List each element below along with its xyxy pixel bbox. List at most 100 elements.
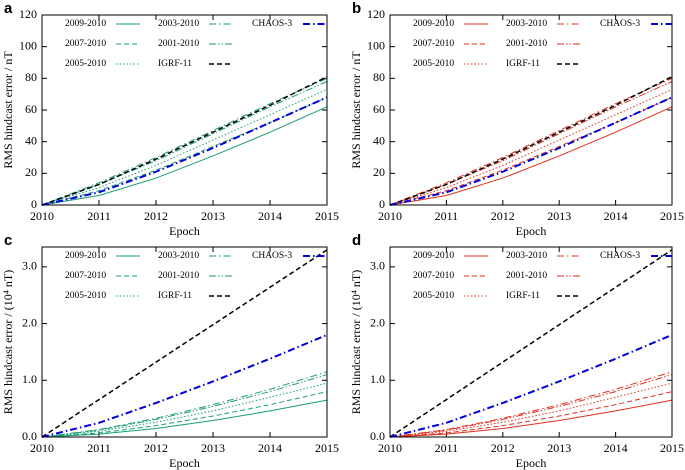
legend-label: 2005-2010 (413, 59, 454, 69)
series-line (389, 391, 673, 438)
x-tick-label: 2015 (315, 209, 339, 223)
x-axis-label: Epoch (516, 224, 547, 238)
series-line (41, 106, 328, 206)
y-tick-label: 80 (373, 70, 385, 84)
plot-frame (389, 14, 673, 206)
legend-label: 2009-2010 (413, 19, 454, 29)
y-tick-label: 0.0 (370, 429, 385, 443)
legend-label: 2007-2010 (65, 271, 106, 281)
x-tick-label: 2012 (144, 441, 168, 455)
series-line (389, 81, 673, 206)
legend-label: 2007-2010 (413, 39, 454, 49)
y-tick-label: 40 (373, 133, 385, 147)
x-tick-label: 2012 (144, 209, 168, 223)
x-tick-label: 2014 (258, 209, 282, 223)
x-tick-label: 2010 (30, 441, 54, 455)
legend-label: 2001-2010 (158, 39, 199, 49)
legend-label: 2001-2010 (506, 39, 547, 49)
plot-frame (389, 246, 673, 438)
x-tick-label: 2014 (604, 209, 628, 223)
legend-label: 2003-2010 (506, 251, 547, 261)
x-tick-label: 2011 (87, 209, 111, 223)
series-line (41, 88, 328, 206)
panel-label: a (4, 0, 13, 17)
series-line (389, 371, 673, 438)
x-tick-label: 2010 (30, 209, 54, 223)
y-tick-label: 40 (25, 133, 37, 147)
series-line (41, 371, 328, 438)
x-axis-label: Epoch (516, 456, 547, 470)
legend-label: 2003-2010 (506, 19, 547, 29)
y-tick-label: 3.0 (370, 259, 385, 273)
y-tick-label: 60 (373, 102, 385, 116)
x-tick-label: 2012 (491, 441, 515, 455)
legend-label: IGRF-11 (158, 59, 192, 69)
plot-frame (41, 246, 328, 438)
y-axis-label: RMS hindcast error / nT (349, 51, 363, 169)
legend-label: IGRF-11 (506, 59, 540, 69)
x-tick-label: 2013 (201, 209, 225, 223)
y-axis-label: RMS hindcast error / nT (1, 51, 15, 169)
series-line (41, 399, 328, 438)
y-tick-label: 120 (367, 7, 385, 21)
y-tick-label: 2.0 (370, 315, 385, 329)
series-line (389, 76, 673, 206)
series-line (389, 399, 673, 438)
series-line (41, 81, 328, 206)
y-axis-label: RMS hindcast error / (10⁴ nT) (349, 270, 363, 415)
series-line (389, 333, 673, 438)
y-tick-label: 0 (379, 197, 385, 211)
x-tick-label: 2015 (315, 441, 339, 455)
series-line (41, 374, 328, 438)
x-axis-label: Epoch (169, 224, 200, 238)
series-line (41, 77, 328, 206)
panel-label: c (4, 232, 12, 249)
legend-label: 2007-2010 (413, 271, 454, 281)
series-line (41, 96, 328, 206)
series-line (389, 106, 673, 206)
y-tick-label: 0 (31, 197, 37, 211)
legend-label: 2005-2010 (65, 291, 106, 301)
plot-frame (41, 14, 328, 206)
legend-label: 2001-2010 (506, 271, 547, 281)
y-tick-label: 120 (19, 7, 37, 21)
series-line (41, 333, 328, 438)
legend-label: 2009-2010 (65, 19, 106, 29)
x-tick-label: 2013 (547, 441, 571, 455)
x-tick-label: 2015 (660, 209, 684, 223)
x-tick-label: 2011 (435, 209, 459, 223)
y-axis-label: RMS hindcast error / (10⁴ nT) (1, 270, 15, 415)
legend-label: 2009-2010 (65, 251, 106, 261)
legend-label: 2003-2010 (158, 19, 199, 29)
legend-label: CHAOS-3 (600, 251, 640, 261)
legend-label: CHAOS-3 (252, 19, 292, 29)
x-tick-label: 2013 (547, 209, 571, 223)
x-tick-label: 2012 (491, 209, 515, 223)
series-line (389, 249, 673, 438)
panel-label: d (352, 232, 361, 249)
y-tick-label: 3.0 (22, 259, 37, 273)
y-tick-label: 20 (25, 165, 37, 179)
x-tick-label: 2014 (604, 441, 628, 455)
series-line (389, 374, 673, 438)
x-tick-label: 2015 (660, 441, 684, 455)
y-tick-label: 0.0 (22, 429, 37, 443)
legend-label: 2007-2010 (65, 39, 106, 49)
y-tick-label: 2.0 (22, 315, 37, 329)
legend-label: 2005-2010 (413, 291, 454, 301)
series-line (41, 391, 328, 438)
series-line (41, 76, 328, 206)
x-tick-label: 2014 (258, 441, 282, 455)
series-line (389, 382, 673, 438)
y-tick-label: 80 (25, 70, 37, 84)
series-line (389, 88, 673, 206)
y-tick-label: 100 (19, 38, 37, 52)
series-line (389, 96, 673, 206)
legend-label: 2009-2010 (413, 251, 454, 261)
series-line (389, 77, 673, 206)
legend-label: 2005-2010 (65, 59, 106, 69)
x-tick-label: 2011 (87, 441, 111, 455)
y-tick-label: 60 (25, 102, 37, 116)
y-tick-label: 100 (367, 38, 385, 52)
